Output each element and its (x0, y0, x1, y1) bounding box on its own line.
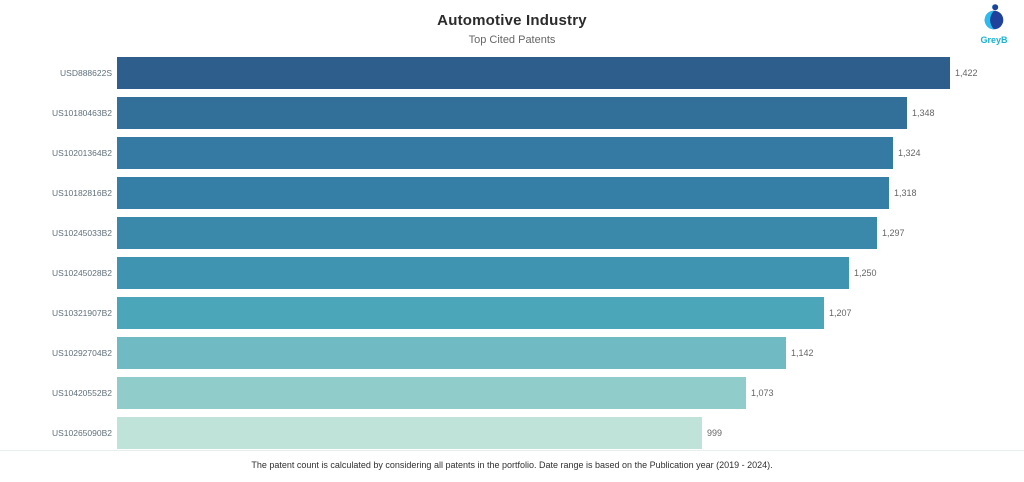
bar-value: 1,207 (829, 308, 852, 318)
bar-value: 1,318 (894, 188, 917, 198)
bar-label: US10292704B2 (51, 348, 112, 358)
footnote: The patent count is calculated by consid… (251, 460, 773, 470)
bar-row: US10245028B2 1,250 (0, 257, 1024, 289)
bar-value: 1,324 (898, 148, 921, 158)
bar-row: US10182816B2 1,318 (0, 177, 1024, 209)
bar-row: US10321907B2 1,207 (0, 297, 1024, 329)
bar[interactable] (117, 137, 893, 169)
bar-row: US10245033B2 1,297 (0, 217, 1024, 249)
bar-value: 1,422 (955, 68, 978, 78)
bar-row: US10265090B2 999 (0, 417, 1024, 449)
bar[interactable] (117, 257, 849, 289)
bar[interactable] (117, 217, 877, 249)
bar-value: 1,297 (882, 228, 905, 238)
bar-label: US10201364B2 (51, 148, 112, 158)
bar-chart: USD888622S 1,422 US10180463B2 1,348 US102013… (0, 57, 1024, 449)
bar-label: US10180463B2 (51, 108, 112, 118)
bar-row: USD888622S 1,422 (0, 57, 1024, 89)
bar[interactable] (117, 417, 702, 449)
bar-label: US10182816B2 (51, 188, 112, 198)
bar-value: 1,073 (751, 388, 774, 398)
bar[interactable] (117, 177, 889, 209)
bar-value: 999 (707, 428, 723, 438)
bar-row: US10292704B2 1,142 (0, 337, 1024, 369)
bar-label: US10245033B2 (51, 228, 112, 238)
bar-value: 1,348 (912, 108, 935, 118)
bar-row: US10180463B2 1,348 (0, 97, 1024, 129)
brand-name: GreyB (980, 35, 1008, 45)
bar-label: USD888622S (60, 68, 112, 78)
chart-baseline (0, 450, 1024, 451)
bar-value: 1,250 (854, 268, 877, 278)
bar-label: US10245028B2 (51, 268, 112, 278)
greyb-logo-icon (981, 4, 1007, 36)
brand-logo: GreyB (972, 4, 1016, 45)
bar-row: US10201364B2 1,324 (0, 137, 1024, 169)
bar[interactable] (117, 57, 950, 89)
chart-subtitle: Top Cited Patents (468, 34, 556, 46)
bar-value: 1,142 (791, 348, 814, 358)
bar[interactable] (117, 297, 824, 329)
bar[interactable] (117, 97, 907, 129)
bar-row: US10420552B2 1,073 (0, 377, 1024, 409)
bar-label: US10321907B2 (51, 308, 112, 318)
chart-title: Automotive Industry (437, 12, 587, 29)
bar[interactable] (117, 337, 786, 369)
bar[interactable] (117, 377, 746, 409)
bar-label: US10420552B2 (51, 388, 112, 398)
bar-label: US10265090B2 (51, 428, 112, 438)
